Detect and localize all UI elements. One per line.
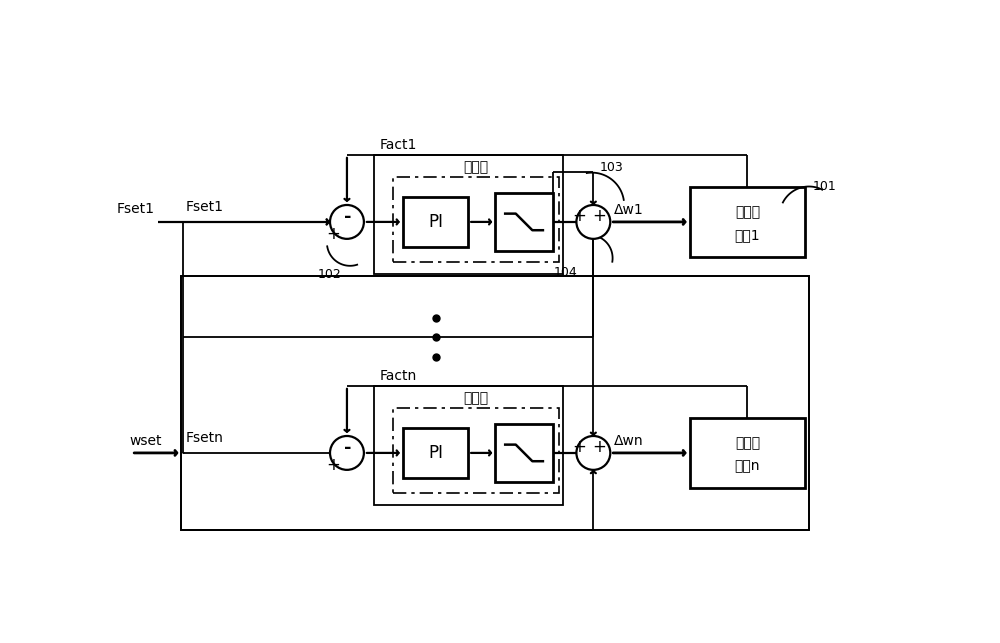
Text: 控制器: 控制器: [463, 391, 488, 405]
Text: 驱动辊: 驱动辊: [735, 436, 760, 450]
Bar: [393, 177, 559, 262]
Bar: [181, 276, 809, 530]
Bar: [181, 276, 809, 530]
Text: 104: 104: [553, 266, 577, 279]
Text: Δwn: Δwn: [614, 434, 644, 448]
Bar: [374, 386, 563, 505]
Text: +: +: [573, 438, 586, 456]
Text: +: +: [573, 207, 586, 225]
Text: 103: 103: [600, 161, 623, 174]
Text: wset: wset: [130, 434, 162, 448]
Text: +: +: [326, 457, 340, 475]
Bar: [690, 418, 805, 487]
Text: -: -: [344, 208, 351, 226]
Text: Fset1: Fset1: [116, 202, 154, 216]
Circle shape: [330, 436, 364, 470]
Bar: [495, 193, 553, 251]
Bar: [690, 187, 805, 257]
Circle shape: [576, 205, 610, 239]
Bar: [403, 428, 468, 478]
Text: Fset1: Fset1: [186, 200, 224, 214]
Text: -: -: [344, 439, 351, 457]
Bar: [393, 408, 559, 493]
Text: +: +: [593, 207, 606, 225]
Text: 驱动辊: 驱动辊: [735, 205, 760, 219]
Text: PI: PI: [428, 444, 443, 462]
Text: 部件1: 部件1: [735, 228, 760, 242]
Text: +: +: [593, 438, 606, 456]
Text: Fsetn: Fsetn: [186, 431, 224, 445]
Text: 部件n: 部件n: [735, 459, 760, 473]
Text: Δw1: Δw1: [614, 203, 644, 217]
Text: +: +: [326, 225, 340, 243]
Text: Factn: Factn: [380, 369, 417, 383]
Bar: [374, 155, 563, 275]
Circle shape: [576, 436, 610, 470]
Text: PI: PI: [428, 213, 443, 231]
Text: 102: 102: [318, 268, 341, 281]
Bar: [403, 197, 468, 247]
Circle shape: [330, 205, 364, 239]
Text: Fact1: Fact1: [380, 138, 417, 152]
Text: 控制器: 控制器: [463, 160, 488, 174]
Text: 101: 101: [813, 179, 837, 193]
Bar: [495, 424, 553, 482]
